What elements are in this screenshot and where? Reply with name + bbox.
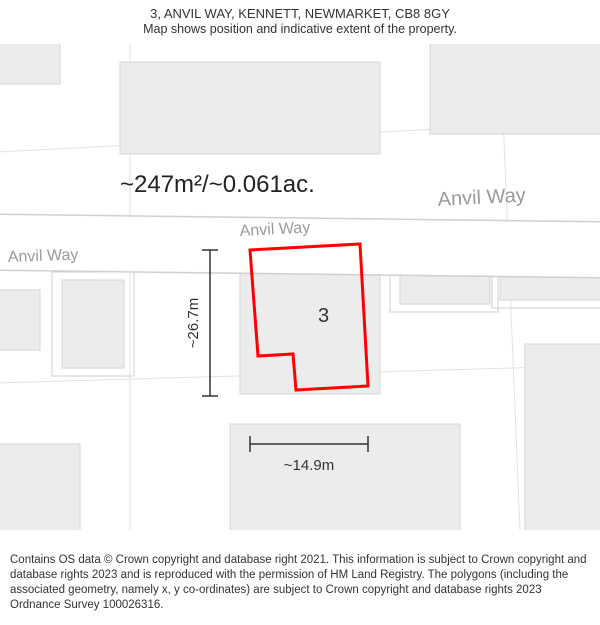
page-subtitle: Map shows position and indicative extent… [10, 22, 590, 36]
building [0, 290, 40, 350]
area-label: ~247m²/~0.061ac. [120, 171, 315, 198]
plot-number: 3 [318, 305, 329, 327]
building [240, 264, 380, 394]
building [0, 444, 80, 530]
building [62, 280, 124, 368]
building [230, 424, 460, 530]
road-label: Anvil Way [8, 247, 79, 266]
map-container: Anvil WayAnvil WayAnvil Way3~247m²/~0.06… [0, 44, 600, 530]
page: 3, ANVIL WAY, KENNETT, NEWMARKET, CB8 8G… [0, 0, 600, 625]
building [430, 44, 600, 134]
building [120, 62, 380, 154]
building [525, 344, 600, 530]
header: 3, ANVIL WAY, KENNETT, NEWMARKET, CB8 8G… [0, 0, 600, 38]
footer: Contains OS data © Crown copyright and d… [0, 545, 600, 625]
map-svg: Anvil WayAnvil WayAnvil Way3~247m²/~0.06… [0, 44, 600, 530]
page-title: 3, ANVIL WAY, KENNETT, NEWMARKET, CB8 8G… [10, 6, 590, 21]
measure-label-h: ~14.9m [284, 457, 334, 474]
measure-label-v: ~26.7m [185, 298, 202, 348]
copyright-text: Contains OS data © Crown copyright and d… [10, 553, 590, 613]
building [0, 44, 60, 84]
road-label: Anvil Way [437, 184, 526, 211]
